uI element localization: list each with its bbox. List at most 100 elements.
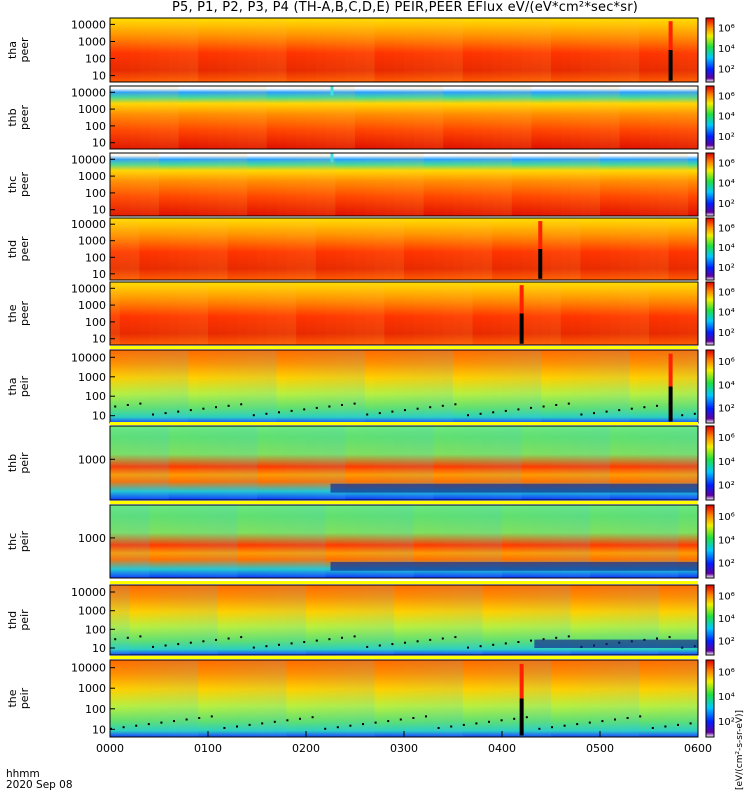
texture-column <box>502 218 512 280</box>
colorbar-tick-label: 10⁶ <box>718 287 735 298</box>
texture-column <box>139 86 150 149</box>
texture-column <box>502 426 512 500</box>
y-tick-label: 1000 <box>78 36 106 49</box>
texture-column <box>237 153 248 216</box>
texture-column <box>560 218 571 280</box>
texture-column <box>423 426 434 500</box>
y-tick-label: 10000 <box>71 18 106 31</box>
texture-column <box>188 218 199 280</box>
texture-column <box>149 426 159 500</box>
texture-column <box>531 350 542 423</box>
texture-column <box>404 426 414 500</box>
texture-column <box>443 505 453 578</box>
texture-column <box>188 153 199 216</box>
texture-column <box>286 426 297 500</box>
texture-column <box>668 660 679 737</box>
texture-column <box>639 426 649 500</box>
texture-column <box>678 426 689 500</box>
texture-column <box>296 505 306 578</box>
texture-column <box>227 86 238 149</box>
y-axis-label: thb <box>6 108 19 126</box>
texture-column <box>570 153 581 216</box>
y-tick-label: 10 <box>92 723 106 736</box>
noise-pixel <box>542 638 545 641</box>
texture-column <box>315 505 326 578</box>
texture-column <box>227 505 238 578</box>
texture-column <box>217 218 228 280</box>
texture-column <box>394 350 404 423</box>
texture-column <box>492 660 502 737</box>
texture-column <box>404 505 414 578</box>
texture-column <box>306 86 316 149</box>
texture-column <box>649 86 659 149</box>
noise-pixel <box>152 413 154 416</box>
texture-column <box>678 218 688 280</box>
texture-column <box>570 426 581 500</box>
texture-column <box>413 18 424 82</box>
texture-column <box>423 18 434 82</box>
texture-column <box>237 218 247 280</box>
texture-column <box>668 426 679 500</box>
texture-column <box>208 86 218 149</box>
texture-column <box>560 505 571 578</box>
colorbar-tick-label: 10⁴ <box>718 112 735 123</box>
y-axis-label: thd <box>6 611 19 629</box>
texture-column <box>560 153 571 216</box>
texture-column <box>609 18 620 82</box>
texture-column <box>590 153 600 216</box>
texture-column <box>315 153 326 216</box>
texture-column <box>188 18 199 82</box>
noise-pixel <box>404 641 406 644</box>
texture-column <box>355 282 365 345</box>
y-tick-label: 1000 <box>78 235 106 248</box>
texture-column <box>266 585 277 655</box>
texture-column <box>482 218 493 280</box>
texture-column <box>502 350 512 423</box>
texture-column <box>218 282 228 345</box>
noise-pixel <box>362 723 364 726</box>
texture-column <box>580 153 591 216</box>
texture-column <box>443 18 453 82</box>
noise-pixel <box>467 414 469 417</box>
texture-column <box>129 426 140 500</box>
texture-column <box>306 282 316 345</box>
noise-pixel <box>139 635 142 638</box>
texture-column <box>423 660 434 737</box>
y-tick-label: 100 <box>85 316 106 329</box>
texture-column <box>620 153 630 216</box>
colorbar-tick-label: 10⁶ <box>718 357 735 368</box>
texture-column <box>482 660 492 737</box>
colorbar-tick-label: 10² <box>718 481 735 492</box>
texture-column <box>492 153 502 216</box>
texture-column <box>531 505 542 578</box>
texture-column <box>502 585 512 655</box>
y-tick-label: 1000 <box>78 371 106 384</box>
texture-column <box>472 585 483 655</box>
texture-column <box>227 426 238 500</box>
texture-column <box>178 660 189 737</box>
texture-column <box>110 218 120 280</box>
texture-column <box>482 282 492 345</box>
panel-frame <box>109 504 699 579</box>
texture-column <box>120 350 130 423</box>
texture-column <box>541 282 551 345</box>
texture-column <box>374 153 385 216</box>
texture-column <box>110 282 120 345</box>
texture-column <box>325 282 336 345</box>
texture-column <box>512 218 522 280</box>
texture-column <box>179 426 189 500</box>
texture-column <box>296 153 306 216</box>
texture-column <box>257 218 267 280</box>
colorbar-tick-label: 10⁶ <box>718 92 735 103</box>
noise-pixel <box>580 413 583 416</box>
colorbar <box>705 349 715 424</box>
texture-column <box>669 282 679 345</box>
texture-column <box>629 18 640 82</box>
colorbar-tick-label: 10² <box>718 199 735 210</box>
texture-column <box>472 426 483 500</box>
texture-column <box>247 218 257 280</box>
texture-column <box>110 505 120 578</box>
texture-column <box>433 660 444 737</box>
data-gap-mark <box>330 153 334 163</box>
texture-column <box>188 660 199 737</box>
